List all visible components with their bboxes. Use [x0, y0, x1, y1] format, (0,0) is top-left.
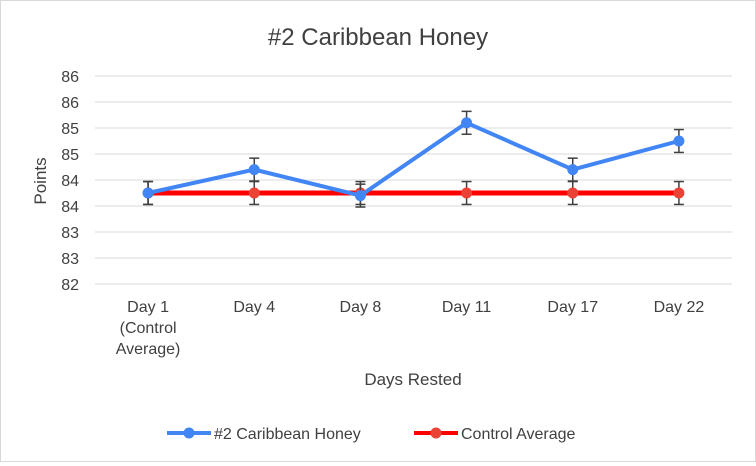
legend-label: Control Average: [461, 426, 576, 443]
x-tick-label: Day 22: [654, 299, 705, 316]
legend-swatch-marker: [430, 427, 442, 439]
x-tick-label: Day 1 (Control Average): [116, 299, 181, 358]
gridlines: [95, 75, 732, 285]
series-layer: [142, 110, 685, 208]
series-control-average: [142, 180, 685, 206]
legend: #2 Caribbean Honey Control Average: [167, 426, 576, 443]
y-tick-label: 85: [61, 121, 79, 138]
legend-swatch-marker: [183, 427, 195, 439]
y-tick-label: 83: [61, 225, 79, 242]
y-tick-label: 86: [61, 95, 79, 112]
x-tick-label: Day 11: [442, 299, 492, 316]
data-point: [142, 187, 154, 199]
data-point: [248, 187, 260, 199]
data-point: [673, 135, 685, 147]
x-axis-ticks: Day 1 (Control Average) Day 4 Day 8 Day 11 Day…: [116, 299, 705, 358]
data-point: [567, 187, 579, 199]
chart-title: #2 Caribbean Honey: [268, 24, 488, 51]
y-tick-label: 84: [61, 199, 79, 216]
legend-label: #2 Caribbean Honey: [214, 426, 361, 443]
data-point: [673, 187, 685, 199]
data-point: [461, 117, 473, 129]
y-axis-ticks: 86 86 85 85 84 84 83 83 82: [61, 69, 79, 294]
data-point: [567, 164, 579, 176]
x-axis-label: Days Rested: [364, 370, 461, 389]
y-tick-label: 83: [61, 251, 79, 268]
y-tick-label: 82: [61, 277, 79, 294]
x-tick-label: Day 17: [547, 299, 598, 316]
series-line: [147, 120, 680, 198]
y-tick-label: 86: [61, 69, 79, 86]
data-point: [461, 187, 473, 199]
data-point: [354, 190, 366, 202]
x-tick-label: Day 4: [233, 299, 275, 316]
y-tick-label: 85: [61, 147, 79, 164]
y-tick-label: 84: [61, 173, 79, 190]
series-caribbean-honey: [142, 110, 685, 208]
data-point: [248, 164, 260, 176]
x-tick-label: Day 8: [340, 299, 382, 316]
y-axis-label: Points: [31, 157, 50, 204]
